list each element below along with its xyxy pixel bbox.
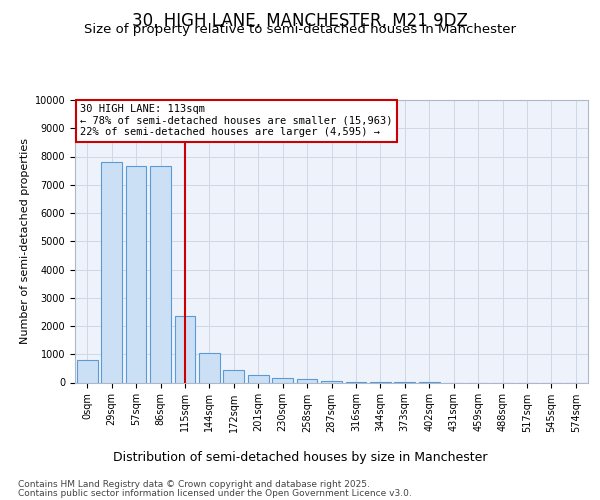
Text: Contains public sector information licensed under the Open Government Licence v3: Contains public sector information licen… <box>18 488 412 498</box>
Bar <box>321 380 342 382</box>
Bar <box>125 166 146 382</box>
Text: Contains HM Land Registry data © Crown copyright and database right 2025.: Contains HM Land Registry data © Crown c… <box>18 480 370 489</box>
Bar <box>199 353 220 382</box>
Y-axis label: Number of semi-detached properties: Number of semi-detached properties <box>20 138 31 344</box>
Bar <box>272 378 293 382</box>
Text: Size of property relative to semi-detached houses in Manchester: Size of property relative to semi-detach… <box>84 24 516 36</box>
Bar <box>223 370 244 382</box>
Bar <box>150 166 171 382</box>
Text: Distribution of semi-detached houses by size in Manchester: Distribution of semi-detached houses by … <box>113 451 487 464</box>
Bar <box>248 374 269 382</box>
Bar <box>101 162 122 382</box>
Text: 30, HIGH LANE, MANCHESTER, M21 9DZ: 30, HIGH LANE, MANCHESTER, M21 9DZ <box>132 12 468 30</box>
Bar <box>77 360 98 382</box>
Text: 30 HIGH LANE: 113sqm
← 78% of semi-detached houses are smaller (15,963)
22% of s: 30 HIGH LANE: 113sqm ← 78% of semi-detac… <box>80 104 392 138</box>
Bar <box>296 379 317 382</box>
Bar <box>175 316 196 382</box>
